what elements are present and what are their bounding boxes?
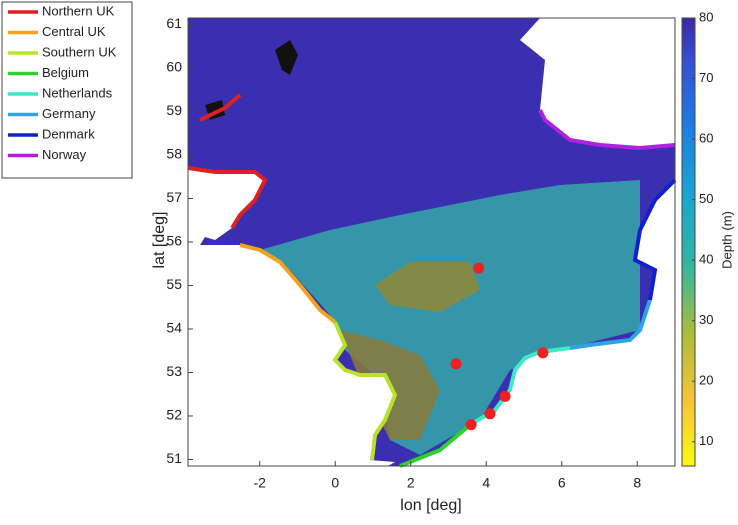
y-tick-label: 56 [166,233,182,249]
x-tick-label: -2 [254,475,267,491]
colorbar-tick-label: 60 [699,131,713,146]
y-tick-label: 54 [166,320,182,336]
station-point [473,263,484,274]
y-tick-label: 55 [166,276,182,292]
colorbar-tick-label: 70 [699,70,713,85]
y-tick-label: 51 [166,450,182,466]
station-point [451,358,462,369]
station-point [537,347,548,358]
legend-label: Northern UK [42,3,115,18]
colorbar-tick-label: 20 [699,373,713,388]
legend-label: Netherlands [42,85,113,100]
x-tick-label: 2 [407,475,415,491]
page: lat [deg] lon [deg] Depth (m) -202468515… [0,0,738,525]
legend-label: Central UK [42,24,106,39]
legend-label: Norway [42,147,87,162]
x-axis-label: lon [deg] [400,497,461,514]
legend-label: Denmark [42,126,95,141]
colorbar-tick-label: 30 [699,312,713,327]
y-tick-label: 52 [166,407,182,423]
legend-label: Southern UK [42,44,117,59]
x-tick-label: 6 [558,475,566,491]
legend-label: Belgium [42,65,89,80]
y-tick-label: 61 [166,15,182,31]
x-tick-label: 0 [331,475,339,491]
x-tick-label: 8 [633,475,641,491]
colorbar-tick-label: 40 [699,252,713,267]
chart: lat [deg] lon [deg] Depth (m) -202468515… [0,0,738,520]
colorbar-tick-label: 50 [699,191,713,206]
station-point [500,391,511,402]
legend-label: Germany [42,106,96,121]
y-tick-label: 60 [166,59,182,75]
colorbar-label: Depth (m) [719,211,734,269]
y-tick-label: 57 [166,189,182,205]
station-point [485,408,496,419]
colorbar [682,18,695,466]
colorbar-tick-label: 10 [699,433,713,448]
y-tick-label: 53 [166,363,182,379]
y-tick-label: 58 [166,146,182,162]
colorbar-tick-label: 80 [699,9,713,24]
station-point [466,419,477,430]
x-tick-label: 4 [482,475,490,491]
y-tick-label: 59 [166,102,182,118]
